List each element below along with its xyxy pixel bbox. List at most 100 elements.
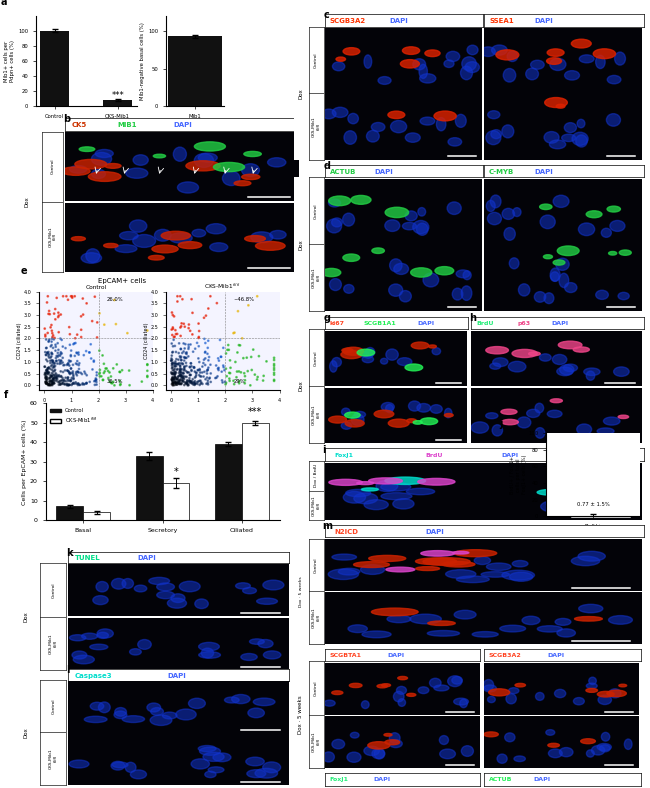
Point — [48, 366, 58, 378]
Ellipse shape — [378, 76, 391, 84]
Point — [193, 364, 203, 377]
Point — [54, 370, 64, 383]
Ellipse shape — [258, 640, 273, 648]
Point — [177, 375, 187, 388]
Ellipse shape — [486, 200, 495, 211]
Point — [56, 355, 66, 367]
Point — [186, 375, 196, 388]
Point — [187, 373, 198, 385]
Ellipse shape — [385, 220, 400, 232]
Point — [57, 348, 67, 360]
Ellipse shape — [584, 368, 600, 376]
Point — [203, 334, 213, 347]
Point — [176, 343, 186, 355]
Ellipse shape — [544, 132, 559, 143]
Circle shape — [384, 734, 392, 736]
Point — [79, 377, 90, 390]
Circle shape — [336, 57, 346, 61]
Ellipse shape — [242, 164, 259, 177]
Point — [72, 377, 82, 390]
Point — [176, 354, 187, 366]
Ellipse shape — [115, 244, 137, 253]
Ellipse shape — [330, 361, 337, 372]
Ellipse shape — [365, 348, 375, 357]
Ellipse shape — [210, 243, 228, 251]
Text: CKS-Mib1
fl/fl: CKS-Mib1 fl/fl — [312, 404, 320, 425]
Point — [195, 370, 205, 383]
Point — [232, 346, 242, 359]
Point — [168, 373, 179, 385]
Ellipse shape — [328, 199, 341, 207]
Point — [91, 376, 101, 388]
Point — [170, 369, 180, 381]
Point — [189, 378, 200, 391]
Ellipse shape — [486, 131, 501, 145]
Point — [44, 378, 54, 391]
Ellipse shape — [601, 229, 612, 237]
Circle shape — [329, 479, 362, 485]
Ellipse shape — [202, 648, 214, 658]
Ellipse shape — [578, 552, 605, 561]
Point — [250, 368, 260, 381]
Point — [170, 375, 180, 388]
Point — [45, 372, 55, 385]
Ellipse shape — [332, 218, 343, 227]
Text: DAPI: DAPI — [174, 122, 192, 128]
Circle shape — [423, 558, 470, 566]
Point — [55, 358, 65, 370]
Point — [176, 366, 186, 379]
Point — [66, 374, 76, 387]
Point — [79, 349, 89, 362]
Point — [51, 292, 62, 304]
Point — [170, 340, 180, 352]
Point — [47, 331, 58, 344]
Point — [194, 332, 204, 344]
Circle shape — [421, 551, 454, 556]
Point — [193, 352, 203, 365]
Ellipse shape — [362, 631, 391, 637]
Text: ***: *** — [248, 407, 263, 417]
Point — [44, 335, 54, 348]
Ellipse shape — [92, 152, 112, 165]
Point — [44, 379, 55, 392]
Point — [176, 351, 186, 364]
Point — [234, 377, 244, 389]
Text: p63: p63 — [518, 322, 531, 326]
Point — [46, 350, 57, 362]
Point — [239, 367, 250, 380]
Point — [58, 374, 68, 386]
Point — [99, 365, 110, 377]
Ellipse shape — [579, 55, 594, 63]
Circle shape — [416, 567, 439, 571]
Point — [168, 379, 178, 392]
Point — [68, 372, 79, 385]
Point — [40, 329, 51, 341]
Point — [57, 377, 68, 389]
Ellipse shape — [488, 110, 500, 119]
Point — [190, 377, 201, 390]
Point — [170, 377, 181, 389]
Point — [40, 361, 50, 374]
Text: c: c — [324, 10, 329, 20]
Point — [219, 364, 229, 377]
Ellipse shape — [454, 610, 476, 619]
Circle shape — [341, 351, 362, 359]
Point — [167, 357, 177, 370]
Circle shape — [486, 347, 508, 354]
Ellipse shape — [508, 362, 526, 372]
Point — [179, 364, 189, 377]
Point — [168, 376, 179, 388]
Ellipse shape — [114, 711, 127, 719]
Point — [168, 322, 178, 334]
Text: FoxJ1: FoxJ1 — [330, 778, 348, 782]
Point — [181, 359, 192, 372]
Point — [185, 361, 195, 374]
Ellipse shape — [410, 614, 441, 624]
Text: j: j — [499, 418, 502, 429]
Ellipse shape — [131, 770, 146, 779]
Point — [72, 365, 83, 377]
Ellipse shape — [553, 195, 569, 207]
Point — [168, 340, 178, 352]
Ellipse shape — [198, 745, 216, 752]
Ellipse shape — [592, 745, 604, 755]
